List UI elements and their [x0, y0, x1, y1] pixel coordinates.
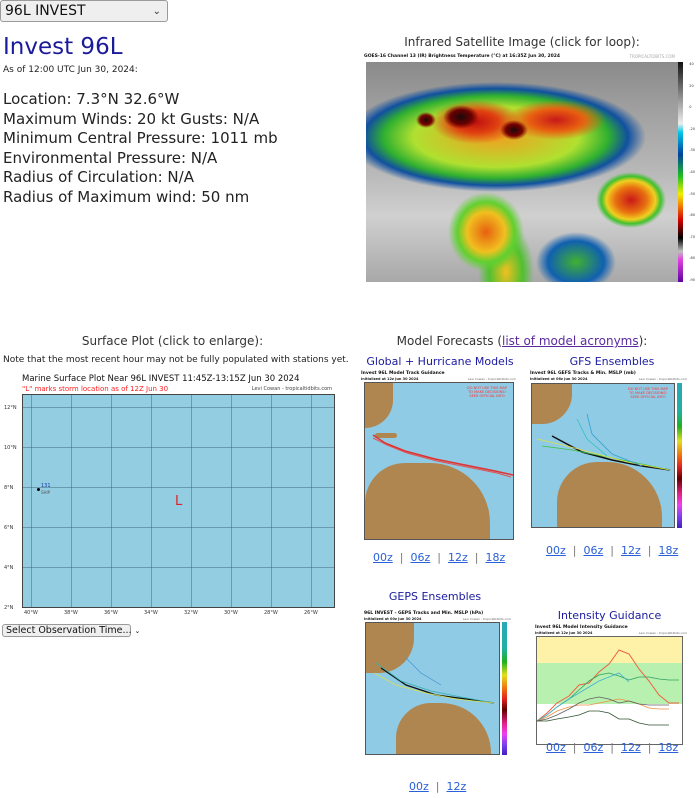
x-tick: 30°W [224, 610, 238, 616]
gfs-image-title: Invest 96L GEFS Tracks & Min. MSLP (mb) [530, 371, 636, 376]
y-tick: 10°N [4, 445, 17, 451]
stat-location: Location: 7.3°N 32.6°W [3, 90, 180, 108]
geps-track-map [365, 622, 500, 755]
satellite-colorbar [678, 62, 683, 282]
global-12z-link[interactable]: 12z [448, 551, 468, 564]
surface-plot-link[interactable]: Marine Surface Plot Near 96L INVEST 11:4… [0, 372, 340, 617]
station-id: SHIP [41, 490, 51, 495]
storm-select-value: 96L INVEST [5, 3, 86, 19]
x-tick: 36°W [104, 610, 118, 616]
global-models-image-link[interactable]: Invest 96L Model Track Guidance Initiali… [360, 371, 518, 543]
y-tick: 8°N [4, 485, 14, 491]
satellite-image-title: GOES-16 Channel 13 (IR) Brightness Tempe… [364, 54, 561, 59]
geps-run-links: 00z | 12z [409, 780, 467, 793]
storm-stats: Location: 7.3°N 32.6°W Maximum Winds: 20… [3, 90, 278, 207]
gfs-image-credit: Levi Cowan - tropicaltidbits.com [638, 377, 687, 381]
chevron-down-icon: ⌄ [152, 5, 161, 17]
geps-ensembles-title: GEPS Ensembles [388, 590, 482, 603]
gfs-18z-link[interactable]: 18z [658, 544, 679, 557]
y-tick: 12°N [4, 405, 17, 411]
x-tick: 40°W [24, 610, 38, 616]
y-tick: 6°N [4, 525, 14, 531]
geps-00z-link[interactable]: 00z [409, 780, 429, 793]
model-acronyms-link[interactable]: list of model acronyms [502, 334, 639, 348]
surface-note: Note that the most recent hour may not b… [3, 355, 349, 365]
station-value: 131 [41, 483, 51, 489]
global-run-links: 00z | 06z | 12z | 18z [373, 551, 506, 564]
geps-12z-link[interactable]: 12z [446, 780, 467, 793]
model-forecasts-title: Model Forecasts (list of model acronyms)… [396, 334, 648, 348]
storm-select[interactable]: 96L INVEST ⌄ [0, 0, 168, 22]
global-models-title: Global + Hurricane Models [366, 355, 514, 368]
global-18z-link[interactable]: 18z [485, 551, 506, 564]
observation-time-select[interactable]: Select Observation Time... ⌄ [2, 624, 140, 637]
geps-image-credit: Levi Cowan - tropicaltidbits.com [462, 617, 511, 621]
intensity-image-title: Invest 96L Model Intensity Guidance [535, 625, 628, 630]
stat-env-pressure: Environmental Pressure: N/A [3, 148, 218, 167]
global-image-credit: Levi Cowan - tropicaltidbits.com [467, 377, 516, 381]
stat-radius-circulation: Radius of Circulation: N/A [3, 168, 194, 186]
satellite-colorbar-labels: 40 20 0 -20 -30 -40 -50 -60 -70 -80 -90 [689, 62, 695, 282]
geps-colorbar [502, 622, 507, 755]
surface-plot-subtitle: "L" marks storm location as of 12Z Jun 3… [22, 385, 169, 393]
gfs-00z-link[interactable]: 00z [546, 544, 566, 557]
chevron-down-icon: ⌄ [134, 626, 141, 635]
station-dot-icon [37, 488, 40, 491]
geps-image-subtitle: Initialized at 00z Jun 30 2024 [364, 617, 422, 621]
geps-ensembles-image-link[interactable]: 96L INVEST - GEPS Tracks and Min. MSLP (… [363, 611, 513, 761]
gfs-ensembles-image-link[interactable]: Invest 96L GEFS Tracks & Min. MSLP (mb) … [529, 371, 689, 533]
intensity-18z-link[interactable]: 18z [658, 741, 679, 754]
surface-plot-map [22, 394, 335, 608]
intensity-06z-link[interactable]: 06z [583, 741, 604, 754]
intensity-00z-link[interactable]: 00z [546, 741, 566, 754]
intensity-guidance-image-link[interactable]: Invest 96L Model Intensity Guidance Init… [534, 625, 689, 745]
surface-plot-title: Marine Surface Plot Near 96L INVEST 11:4… [22, 374, 300, 384]
x-tick: 26°W [304, 610, 318, 616]
global-track-map: DO NOT USE THIS MAP TO MAKE DECISIONS! S… [364, 382, 514, 540]
global-image-subtitle: Initialized at 12z Jun 30 2024 [361, 377, 419, 381]
gfs-run-links: 00z | 06z | 12z | 18z [546, 544, 679, 557]
stat-min-pressure: Minimum Central Pressure: 1011 mb [3, 129, 278, 147]
geps-image-title: 96L INVEST - GEPS Tracks and Min. MSLP (… [364, 611, 484, 616]
stat-radius-max-wind: Radius of Maximum wind: 50 nm [3, 187, 250, 206]
gfs-colorbar [677, 383, 682, 528]
intensity-image-credit: Levi Cowan - tropicaltidbits.com [638, 631, 687, 635]
intensity-12z-link[interactable]: 12z [621, 741, 641, 754]
storm-title: Invest 96L [3, 34, 123, 60]
observation-time-select-value: Select Observation Time... [6, 625, 132, 636]
gfs-12z-link[interactable]: 12z [621, 544, 641, 557]
gfs-ensembles-title: GFS Ensembles [569, 355, 655, 368]
satellite-section-title: Infrared Satellite Image (click for loop… [404, 35, 640, 49]
gfs-image-subtitle: Initialized at 06z Jun 30 2024 [530, 377, 588, 381]
global-image-title: Invest 96L Model Track Guidance [361, 371, 445, 376]
x-tick: 32°W [184, 610, 198, 616]
x-tick: 28°W [264, 610, 278, 616]
surface-section-title: Surface Plot (click to enlarge): [81, 334, 264, 348]
satellite-credit: TROPICALTIDBITS.COM [629, 54, 675, 59]
gfs-track-map: DO NOT USE THIS MAP TO MAKE DECISIONS! S… [531, 383, 675, 528]
global-00z-link[interactable]: 00z [373, 551, 393, 564]
x-tick: 38°W [64, 610, 78, 616]
as-of-timestamp: As of 12:00 UTC Jun 30, 2024: [3, 65, 138, 75]
x-tick: 34°W [144, 610, 158, 616]
gfs-06z-link[interactable]: 06z [583, 544, 604, 557]
surface-plot-credit: Levi Cowan - tropicaltidbits.com [251, 386, 332, 392]
intensity-chart [536, 636, 683, 745]
satellite-ir-image [366, 62, 678, 282]
intensity-run-links: 00z | 06z | 12z | 18z [546, 741, 679, 754]
y-tick: 2°N [4, 605, 14, 611]
storm-location-marker: L [175, 494, 183, 509]
intensity-image-subtitle: Initialized at 12z Jun 30 2024 [535, 631, 593, 635]
satellite-image-link[interactable]: GOES-16 Channel 13 (IR) Brightness Tempe… [362, 54, 695, 286]
global-06z-link[interactable]: 06z [410, 551, 431, 564]
stat-max-winds: Maximum Winds: 20 kt Gusts: N/A [3, 109, 260, 128]
y-tick: 4°N [4, 565, 14, 571]
intensity-guidance-title: Intensity Guidance [557, 609, 662, 622]
